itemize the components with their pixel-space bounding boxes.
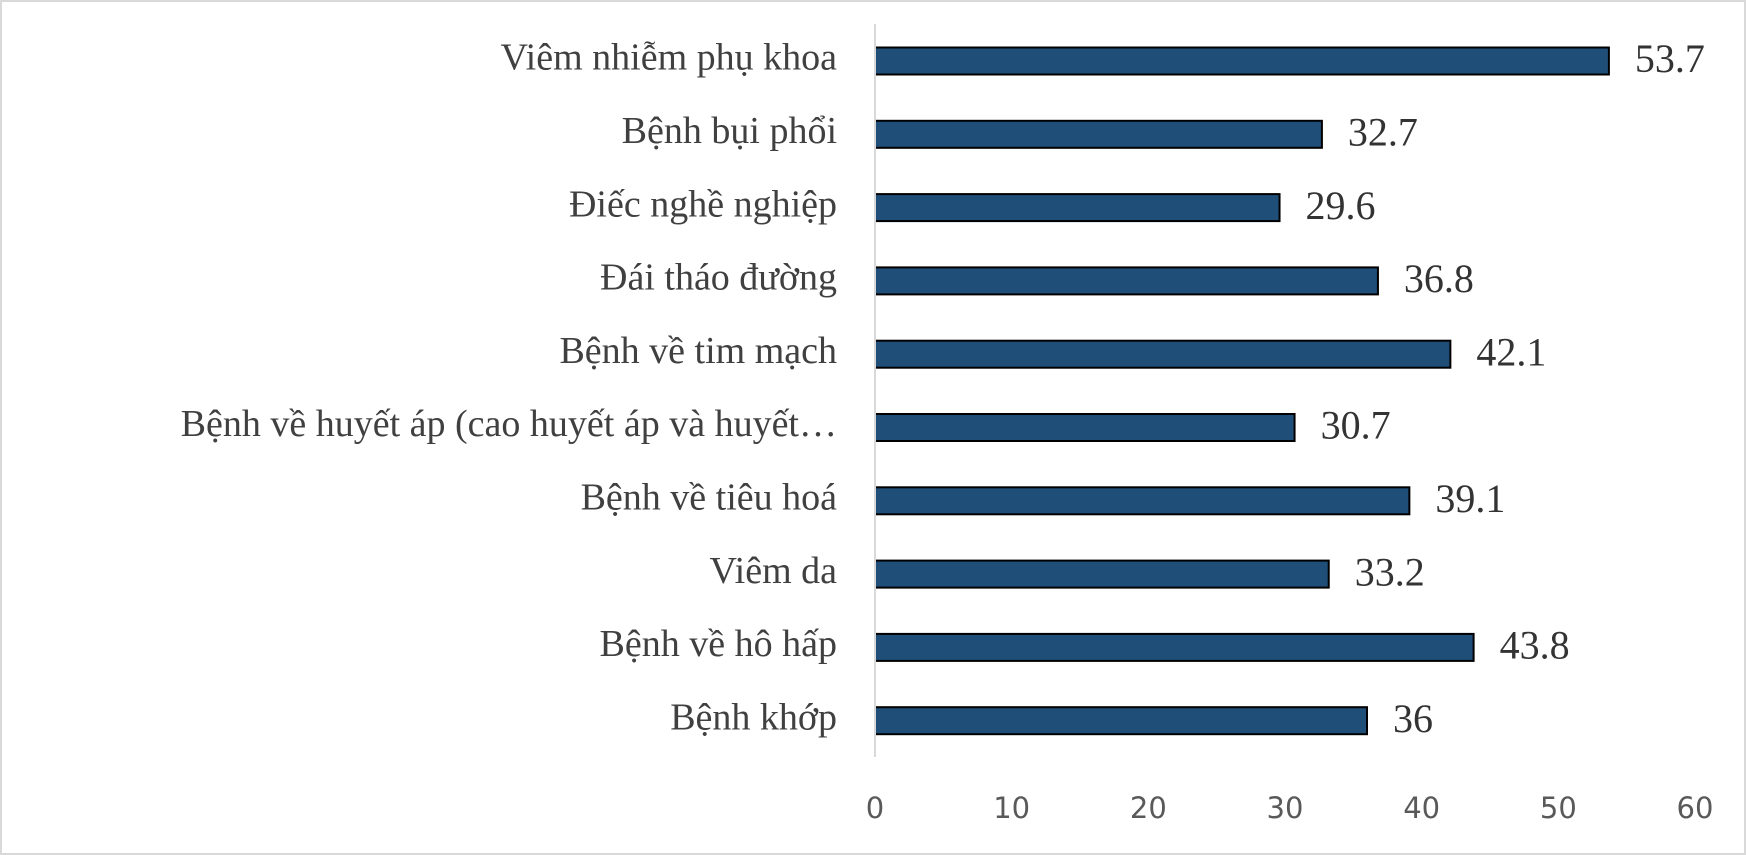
y-tick-label: Bệnh khớp [670,696,837,738]
y-tick-label: Bệnh bụi phổi [622,110,837,152]
bar [874,119,1323,149]
y-tick-label: Bệnh về huyết áp (cao huyết áp và huyết… [181,403,837,445]
data-label: 39.1 [1435,476,1505,521]
x-tick-label: 10 [993,791,1030,825]
y-tick-label: Bệnh về hô hấp [600,623,837,665]
y-tick-label: Đái tháo đường [600,257,837,299]
bar [874,46,1610,76]
data-label: 42.1 [1476,329,1546,374]
y-tick-label: Bệnh về tiêu hoá [581,477,838,519]
bar [874,559,1330,589]
y-tick-label: Viêm da [709,550,837,592]
x-tick-label: 0 [866,791,884,825]
bar [874,193,1281,223]
data-label: 36 [1393,696,1433,741]
y-tick-label: Bệnh về tim mạch [559,330,837,372]
data-label: 29.6 [1306,183,1376,228]
bar [874,339,1452,369]
x-tick-label: 50 [1540,791,1577,825]
bar [874,486,1411,516]
data-label: 30.7 [1321,403,1391,448]
x-tick-label: 40 [1403,791,1440,825]
bar [874,632,1475,662]
y-tick-label: Viêm nhiễm phụ khoa [501,37,838,79]
bar [874,706,1368,736]
data-label: 32.7 [1348,109,1418,154]
x-tick-label: 60 [1677,791,1714,825]
y-tick-label: Điếc nghề nghiệp [569,183,837,225]
data-label: 33.2 [1355,549,1425,594]
data-label: 36.8 [1404,256,1474,301]
data-label: 43.8 [1500,623,1570,668]
bar [874,413,1296,442]
bar [874,266,1379,296]
x-tick-label: 30 [1267,791,1304,825]
data-label: 53.7 [1635,36,1705,81]
x-tick-label: 20 [1130,791,1167,825]
